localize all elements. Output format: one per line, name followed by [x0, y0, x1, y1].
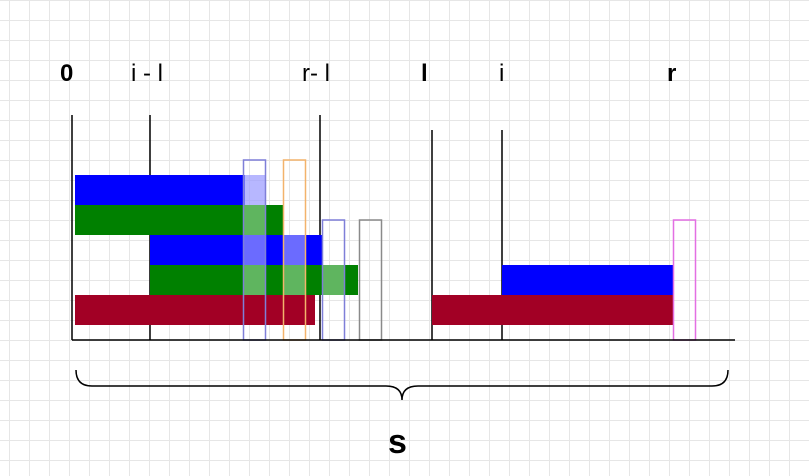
bar-i-blue: [502, 265, 674, 295]
overlay-green-4: [322, 265, 345, 295]
label-i-minus-l: i - l: [131, 60, 163, 87]
bar-crimson-right: [432, 295, 673, 325]
label-i: i: [499, 60, 504, 87]
string-brace: [75, 369, 729, 401]
overlay-blue-2: [243, 235, 266, 265]
overlay-green-2: [243, 265, 266, 295]
label-zero: 0: [60, 60, 73, 87]
label-r: r: [667, 60, 676, 87]
overlay-green-1: [243, 205, 266, 235]
label-string-s: s: [388, 423, 407, 461]
bar-prefix-blue: [75, 175, 245, 205]
outline-column-gray: [358, 219, 383, 341]
bar-crimson-left: [75, 295, 315, 325]
overlay-blue-3: [283, 235, 306, 265]
label-l: l: [421, 60, 428, 87]
label-r-minus-l: r- l: [302, 60, 330, 87]
overlay-green-3: [283, 265, 306, 295]
outline-column-pink: [672, 219, 697, 341]
overlay-blue-1: [243, 175, 266, 205]
